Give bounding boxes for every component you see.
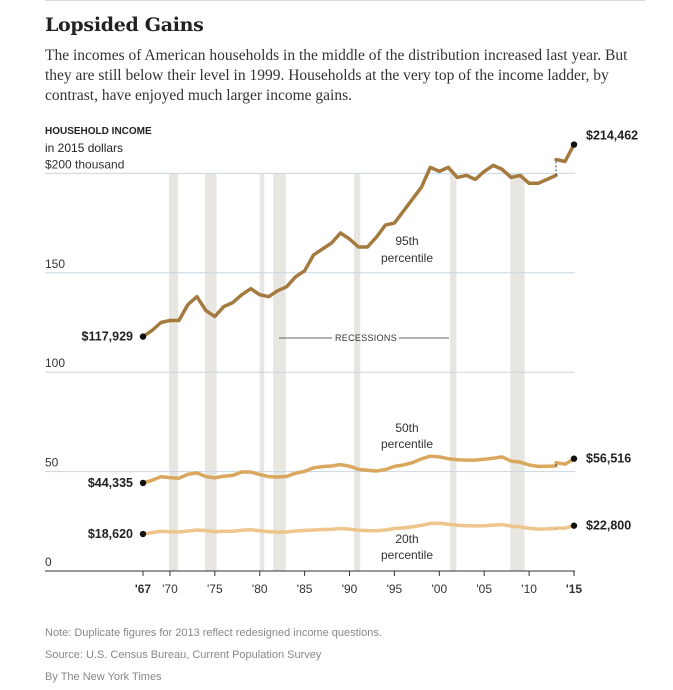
y-tick-label: 100 — [45, 356, 65, 370]
start-label-p95: $117,929 — [82, 330, 133, 344]
y-tick-label: 50 — [45, 456, 59, 470]
y-tick-label: 150 — [45, 257, 65, 271]
series-name-p50: percentile — [381, 437, 433, 451]
y-tick-label: $200 thousand — [45, 157, 124, 171]
series-labels: $117,929 $214,462 95th percentile $44,335 $56… — [82, 129, 639, 562]
footer-source: Source: U.S. Census Bureau, Current Popu… — [45, 649, 322, 661]
x-tick-label: '00 — [431, 582, 447, 596]
end-label-p50: $56,516 — [586, 452, 631, 466]
x-tick-label: '05 — [476, 582, 492, 596]
end-point-p95 — [570, 141, 578, 148]
x-tick-label: '80 — [252, 582, 268, 596]
series-name-p20: percentile — [381, 548, 433, 562]
start-label-p50: $44,335 — [88, 476, 133, 490]
x-axis: '67 '70 '75 '80 '85 '90 '95 '00 '05 '10 '15 — [135, 571, 583, 596]
y-axis-labels: HOUSEHOLD INCOME in 2015 dollars $200 thou… — [45, 126, 152, 569]
series-line-p95 — [141, 163, 558, 339]
end-point-p20 — [570, 522, 578, 529]
x-tick-label: '75 — [207, 582, 223, 596]
series-lines — [139, 141, 578, 538]
x-tick-label: '10 — [521, 582, 537, 596]
x-tick-label: '15 — [566, 582, 583, 596]
top-rule — [45, 0, 645, 1]
y-axis-subtitle: in 2015 dollars — [45, 141, 123, 155]
start-label-p20: $18,620 — [88, 527, 133, 541]
footer-credit: By The New York Times — [45, 671, 162, 683]
end-label-p20: $22,800 — [586, 519, 631, 533]
series-line-p50-redesigned — [554, 456, 576, 466]
y-axis-title: HOUSEHOLD INCOME — [45, 126, 152, 137]
x-tick-label: '67 — [135, 582, 152, 596]
series-line-p50 — [141, 454, 558, 485]
series-line-p20 — [141, 521, 558, 536]
recessions-label: RECESSIONS — [335, 333, 397, 343]
footer-note: Note: Duplicate figures for 2013 reflect… — [45, 627, 382, 639]
x-tick-label: '95 — [387, 582, 403, 596]
page-subtitle: The incomes of American households in th… — [45, 47, 628, 104]
x-tick-label: '85 — [297, 582, 313, 596]
start-point-p20 — [139, 530, 147, 538]
start-point-p50 — [139, 479, 147, 487]
series-name-p95: 95th — [395, 234, 418, 248]
end-point-p50 — [570, 455, 578, 462]
y-tick-label: 0 — [45, 555, 52, 569]
end-label-p95: $214,462 — [586, 129, 638, 143]
page-title: Lopsided Gains — [45, 14, 204, 36]
series-name-p95: percentile — [381, 251, 433, 265]
series-name-p50: 50th — [395, 421, 418, 435]
series-name-p20: 20th — [395, 532, 418, 546]
x-tick-label: '70 — [162, 582, 178, 596]
income-chart: RECESSIONS HOUSEHOLD INCOME in 2015 dolla… — [45, 126, 639, 596]
x-tick-label: '90 — [342, 582, 358, 596]
gridlines — [45, 172, 575, 572]
series-line-p95-redesigned — [554, 142, 576, 164]
start-point-p95 — [139, 333, 147, 340]
